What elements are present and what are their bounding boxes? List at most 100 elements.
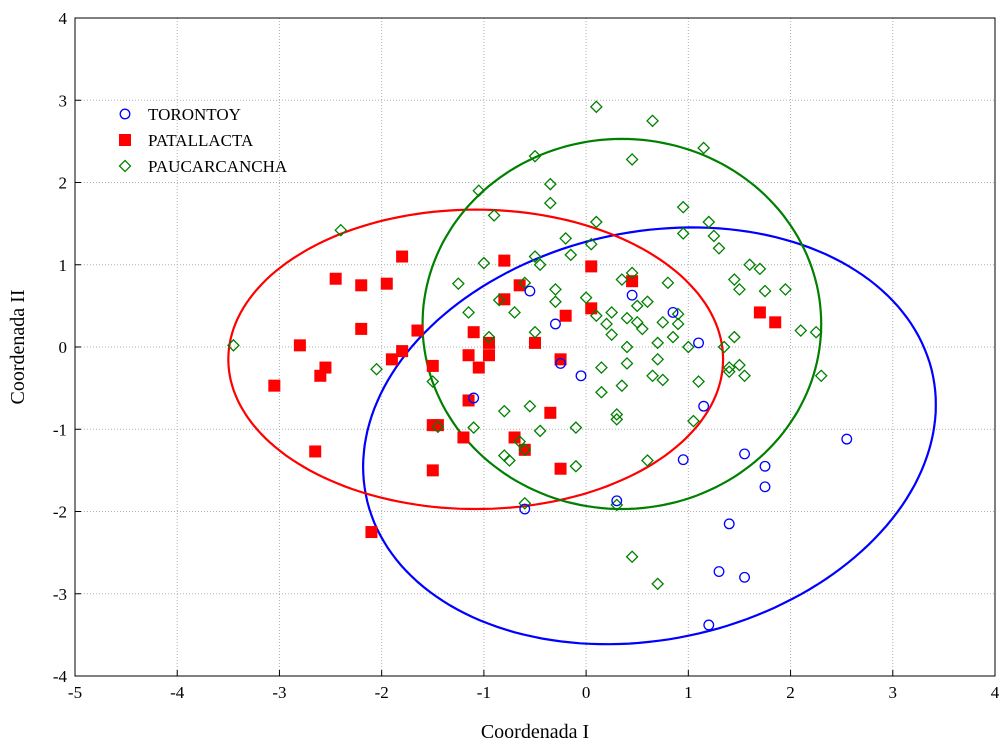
x-axis-title: Coordenada I <box>481 721 589 743</box>
point-patallacta <box>431 419 444 432</box>
point-torontoy <box>667 307 679 318</box>
point-paucarcancha <box>753 262 767 276</box>
point-patallacta <box>626 275 639 288</box>
ellipse-paucarcancha <box>421 137 823 511</box>
point-torontoy <box>693 337 705 349</box>
point-paucarcancha <box>620 340 634 354</box>
point-patallacta <box>411 324 424 337</box>
point-paucarcancha <box>794 324 808 337</box>
point-paucarcancha <box>334 223 348 237</box>
point-torontoy <box>555 358 567 369</box>
point-paucarcancha <box>687 414 700 428</box>
point-torontoy <box>549 318 561 330</box>
point-paucarcancha <box>712 241 726 255</box>
x-tick-label: 3 <box>889 683 898 702</box>
y-tick-label: 2 <box>59 174 68 193</box>
x-axis-ticks: -5 -4 -3 -2 -1 0 1 2 3 4 <box>68 670 1000 702</box>
y-tick-label: 1 <box>59 256 68 275</box>
point-torontoy <box>739 571 751 583</box>
confidence-ellipses <box>227 137 937 646</box>
point-paucarcancha <box>671 307 685 321</box>
point-paucarcancha <box>472 184 486 198</box>
y-tick-label: 3 <box>59 91 68 110</box>
point-paucarcancha <box>779 283 792 296</box>
y-tick-label: -4 <box>53 667 68 686</box>
point-paucarcancha <box>605 306 619 319</box>
point-paucarcancha <box>543 177 557 191</box>
point-patallacta <box>472 361 485 374</box>
point-paucarcancha <box>503 454 516 467</box>
point-paucarcancha <box>625 266 639 280</box>
legend-marker-paucarcancha <box>118 159 132 173</box>
point-torontoy <box>739 448 751 460</box>
point-patallacta <box>508 431 521 444</box>
point-patallacta <box>462 349 475 362</box>
point-paucarcancha <box>743 258 757 272</box>
point-patallacta <box>753 306 766 319</box>
point-patallacta <box>309 445 322 458</box>
point-paucarcancha <box>492 293 506 307</box>
point-torontoy <box>468 392 480 404</box>
point-paucarcancha <box>482 330 496 344</box>
point-paucarcancha <box>758 284 772 298</box>
point-paucarcancha <box>584 237 598 251</box>
point-paucarcancha <box>549 283 562 296</box>
point-patallacta <box>467 326 480 339</box>
point-patallacta <box>355 279 368 292</box>
point-patallacta <box>319 361 332 374</box>
point-torontoy <box>611 495 623 507</box>
x-tick-label: -3 <box>272 683 286 702</box>
point-paucarcancha <box>451 277 465 291</box>
point-paucarcancha <box>569 459 583 473</box>
point-patallacta <box>554 353 567 366</box>
point-paucarcancha <box>605 328 619 342</box>
point-paucarcancha <box>814 369 828 383</box>
y-axis-title: Coordenada II <box>7 290 29 405</box>
point-patallacta <box>769 316 782 329</box>
point-paucarcancha <box>733 283 746 296</box>
point-patallacta <box>559 309 572 322</box>
point-paucarcancha <box>595 361 608 374</box>
point-paucarcancha <box>727 330 741 344</box>
point-paucarcancha <box>727 273 741 286</box>
point-paucarcancha <box>462 306 475 319</box>
point-paucarcancha <box>733 358 746 372</box>
y-tick-label: 0 <box>59 338 68 357</box>
point-paucarcancha <box>666 330 680 344</box>
x-tick-label: -5 <box>68 683 82 702</box>
point-patallacta <box>385 353 398 366</box>
point-paucarcancha <box>635 322 649 336</box>
point-patallacta <box>483 349 495 362</box>
point-paucarcancha <box>559 232 573 245</box>
point-patallacta <box>355 322 368 335</box>
point-patallacta <box>554 462 567 475</box>
point-patallacta <box>380 277 393 290</box>
point-paucarcancha <box>518 496 532 510</box>
point-paucarcancha <box>487 208 501 222</box>
point-paucarcancha <box>717 340 731 354</box>
point-paucarcancha <box>707 229 721 243</box>
point-patallacta <box>498 254 511 267</box>
point-paucarcancha <box>615 379 629 393</box>
point-torontoy <box>841 433 853 445</box>
data-points <box>227 100 853 631</box>
point-paucarcancha <box>528 149 542 163</box>
point-paucarcancha <box>641 454 654 467</box>
point-paucarcancha <box>431 420 445 434</box>
point-paucarcancha <box>589 100 603 114</box>
point-patallacta <box>585 302 598 315</box>
point-paucarcancha <box>579 291 593 305</box>
point-patallacta <box>426 464 439 477</box>
point-paucarcancha <box>615 273 629 286</box>
legend-label-torontoy: TORONTOY <box>148 105 241 124</box>
y-tick-label: 4 <box>59 9 68 28</box>
point-paucarcancha <box>661 276 675 290</box>
point-paucarcancha <box>497 449 511 462</box>
point-paucarcancha <box>651 577 665 591</box>
point-paucarcancha <box>809 325 823 339</box>
x-tick-label: -1 <box>477 683 491 702</box>
point-paucarcancha <box>370 362 383 376</box>
point-paucarcancha <box>426 375 440 388</box>
point-paucarcancha <box>600 317 613 331</box>
point-patallacta <box>293 339 306 352</box>
